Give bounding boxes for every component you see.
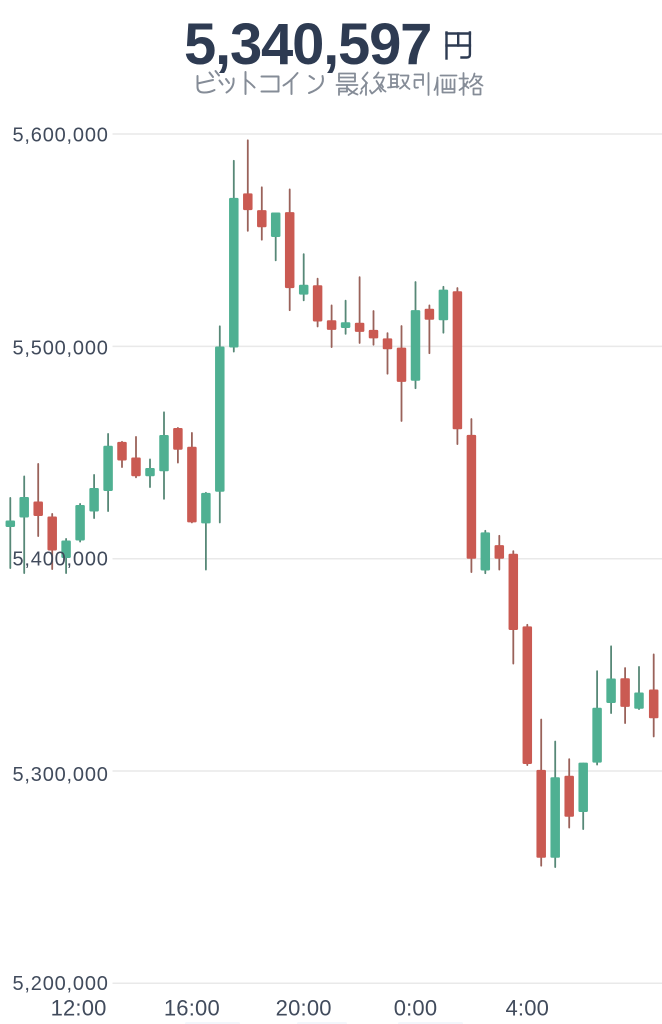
svg-text:5,340,597: 5,340,597: [184, 12, 431, 77]
svg-text:4:00: 4:00: [505, 996, 549, 1021]
svg-text:20:00: 20:00: [276, 996, 332, 1021]
svg-text:5,400,000: 5,400,000: [13, 548, 109, 570]
svg-text:5,500,000: 5,500,000: [13, 338, 109, 360]
svg-text:0:00: 0:00: [394, 996, 438, 1021]
svg-text:16:00: 16:00: [164, 996, 220, 1021]
svg-text:5,600,000: 5,600,000: [13, 125, 109, 147]
svg-text:12:00: 12:00: [51, 996, 107, 1021]
svg-text:5,300,000: 5,300,000: [13, 764, 109, 786]
svg-text:5,200,000: 5,200,000: [13, 973, 109, 995]
